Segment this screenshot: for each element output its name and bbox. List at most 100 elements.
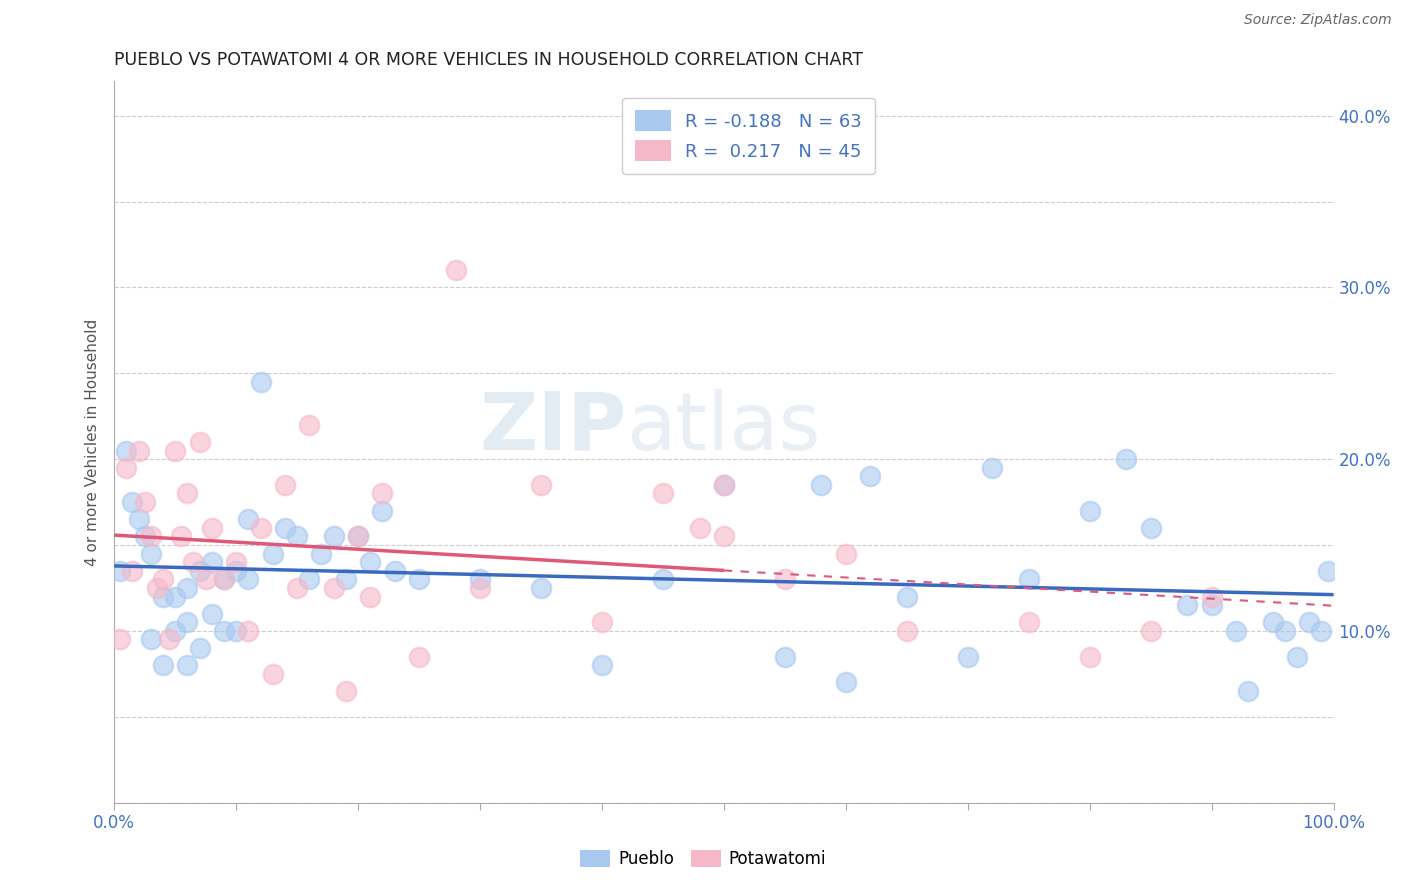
Point xyxy=(896,624,918,638)
Point xyxy=(194,572,217,586)
Point xyxy=(165,624,187,638)
Point xyxy=(359,590,381,604)
Point xyxy=(322,581,344,595)
Point xyxy=(652,572,675,586)
Point xyxy=(110,632,132,647)
Point xyxy=(896,590,918,604)
Point xyxy=(1316,564,1339,578)
Point xyxy=(810,478,832,492)
Point xyxy=(121,564,143,578)
Point xyxy=(311,547,333,561)
Point xyxy=(128,443,150,458)
Point xyxy=(134,495,156,509)
Point xyxy=(139,529,162,543)
Point xyxy=(1261,615,1284,630)
Point xyxy=(183,555,205,569)
Text: PUEBLO VS POTAWATOMI 4 OR MORE VEHICLES IN HOUSEHOLD CORRELATION CHART: PUEBLO VS POTAWATOMI 4 OR MORE VEHICLES … xyxy=(114,51,863,69)
Point xyxy=(689,521,711,535)
Point xyxy=(128,512,150,526)
Point xyxy=(408,649,430,664)
Point xyxy=(238,512,260,526)
Point xyxy=(835,675,858,690)
Point xyxy=(1274,624,1296,638)
Point xyxy=(165,590,187,604)
Point xyxy=(152,572,174,586)
Point xyxy=(170,529,193,543)
Point xyxy=(134,529,156,543)
Point xyxy=(262,547,284,561)
Point xyxy=(956,649,979,664)
Point xyxy=(773,649,796,664)
Point xyxy=(188,564,211,578)
Point xyxy=(285,529,308,543)
Point xyxy=(212,572,235,586)
Point xyxy=(530,581,553,595)
Point xyxy=(859,469,882,483)
Point xyxy=(115,460,138,475)
Point xyxy=(1175,598,1198,612)
Point xyxy=(152,590,174,604)
Point xyxy=(212,572,235,586)
Point xyxy=(274,478,297,492)
Point xyxy=(371,503,394,517)
Point xyxy=(1078,503,1101,517)
Point xyxy=(249,375,271,389)
Point xyxy=(408,572,430,586)
Point xyxy=(188,434,211,449)
Point xyxy=(262,666,284,681)
Point xyxy=(285,581,308,595)
Point xyxy=(591,658,613,673)
Point xyxy=(468,572,491,586)
Point xyxy=(274,521,297,535)
Point xyxy=(146,581,169,595)
Point xyxy=(176,615,198,630)
Text: ZIP: ZIP xyxy=(479,389,626,467)
Point xyxy=(139,632,162,647)
Point xyxy=(468,581,491,595)
Point xyxy=(110,564,132,578)
Point xyxy=(371,486,394,500)
Point xyxy=(1018,615,1040,630)
Point xyxy=(152,658,174,673)
Point xyxy=(1115,452,1137,467)
Point xyxy=(225,564,247,578)
Y-axis label: 4 or more Vehicles in Household: 4 or more Vehicles in Household xyxy=(86,318,100,566)
Point xyxy=(121,495,143,509)
Point xyxy=(713,478,735,492)
Point xyxy=(165,443,187,458)
Point xyxy=(201,521,224,535)
Point xyxy=(1286,649,1309,664)
Point xyxy=(1018,572,1040,586)
Point xyxy=(298,572,321,586)
Point xyxy=(713,478,735,492)
Point xyxy=(713,529,735,543)
Point xyxy=(201,607,224,621)
Point xyxy=(238,572,260,586)
Point xyxy=(1201,590,1223,604)
Point xyxy=(212,624,235,638)
Point xyxy=(1310,624,1333,638)
Point xyxy=(981,460,1004,475)
Point xyxy=(157,632,180,647)
Point xyxy=(530,478,553,492)
Point xyxy=(176,658,198,673)
Point xyxy=(201,555,224,569)
Point xyxy=(176,581,198,595)
Point xyxy=(335,684,357,698)
Point xyxy=(773,572,796,586)
Legend: R = -0.188   N = 63, R =  0.217   N = 45: R = -0.188 N = 63, R = 0.217 N = 45 xyxy=(621,97,875,174)
Point xyxy=(359,555,381,569)
Point xyxy=(347,529,370,543)
Point xyxy=(225,624,247,638)
Point xyxy=(115,443,138,458)
Point xyxy=(347,529,370,543)
Text: atlas: atlas xyxy=(626,389,821,467)
Point xyxy=(384,564,406,578)
Point xyxy=(652,486,675,500)
Point xyxy=(298,417,321,432)
Point xyxy=(1201,598,1223,612)
Point xyxy=(835,547,858,561)
Text: Source: ZipAtlas.com: Source: ZipAtlas.com xyxy=(1244,13,1392,28)
Point xyxy=(1225,624,1247,638)
Point xyxy=(1078,649,1101,664)
